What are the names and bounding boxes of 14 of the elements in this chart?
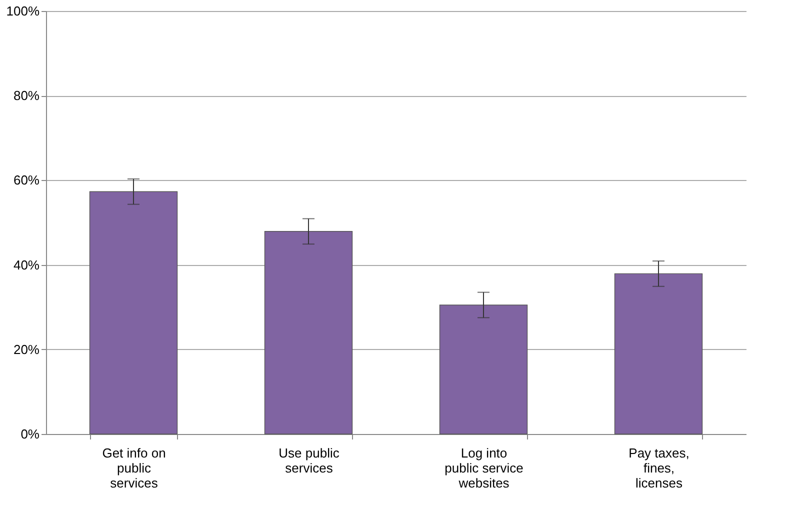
x-tick-label: Get info on public services	[102, 446, 166, 490]
y-tick-label: 80%	[13, 88, 40, 104]
y-tick-label: 0%	[20, 426, 40, 442]
x-tick-label: Pay taxes, fines, licenses	[628, 446, 690, 490]
y-tick-label: 100%	[6, 4, 40, 18]
x-tick-label: Log into public service websites	[444, 446, 524, 490]
bar	[264, 231, 353, 434]
bar	[614, 273, 703, 434]
y-tick-label: 60%	[13, 172, 40, 188]
y-tick-label: 20%	[13, 342, 40, 357]
x-tick-label: Use public services	[278, 446, 340, 476]
y-tick-label: 40%	[13, 257, 40, 272]
bar	[89, 191, 178, 434]
bar	[439, 304, 528, 434]
